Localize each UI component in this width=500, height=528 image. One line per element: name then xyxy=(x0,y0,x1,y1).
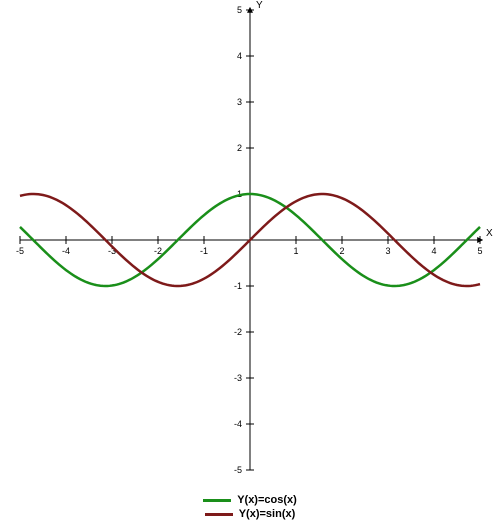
y-tick-label: -5 xyxy=(234,465,242,475)
y-tick-label: -2 xyxy=(234,327,242,337)
legend-swatch-sin xyxy=(205,513,233,516)
x-tick-label: 1 xyxy=(293,246,298,256)
y-tick-label: -3 xyxy=(234,373,242,383)
chart-svg: XY-5-4-3-2-112345-5-4-3-2-112345 xyxy=(0,0,500,480)
y-tick-label: 4 xyxy=(237,51,242,61)
x-axis-label: X xyxy=(486,228,493,239)
y-tick-label: 2 xyxy=(237,143,242,153)
x-tick-label: 4 xyxy=(431,246,436,256)
x-tick-label: -2 xyxy=(154,246,162,256)
y-axis-label: Y xyxy=(256,0,263,11)
legend: Y(x)=cos(x) Y(x)=sin(x) xyxy=(0,494,500,520)
legend-label-sin: Y(x)=sin(x) xyxy=(239,508,296,520)
y-tick-label: 3 xyxy=(237,97,242,107)
x-tick-label: 3 xyxy=(385,246,390,256)
x-tick-label: 5 xyxy=(477,246,482,256)
x-tick-label: -1 xyxy=(200,246,208,256)
x-tick-label: 2 xyxy=(339,246,344,256)
chart-container: XY-5-4-3-2-112345-5-4-3-2-112345 Y(x)=co… xyxy=(0,0,500,528)
legend-item-sin: Y(x)=sin(x) xyxy=(205,508,296,520)
y-tick-label: -4 xyxy=(234,419,242,429)
legend-swatch-cos xyxy=(203,499,231,502)
legend-item-cos: Y(x)=cos(x) xyxy=(203,494,297,506)
y-tick-label: -1 xyxy=(234,281,242,291)
x-tick-label: -5 xyxy=(16,246,24,256)
legend-label-cos: Y(x)=cos(x) xyxy=(237,494,297,506)
y-tick-label: 5 xyxy=(237,5,242,15)
x-tick-label: -4 xyxy=(62,246,70,256)
